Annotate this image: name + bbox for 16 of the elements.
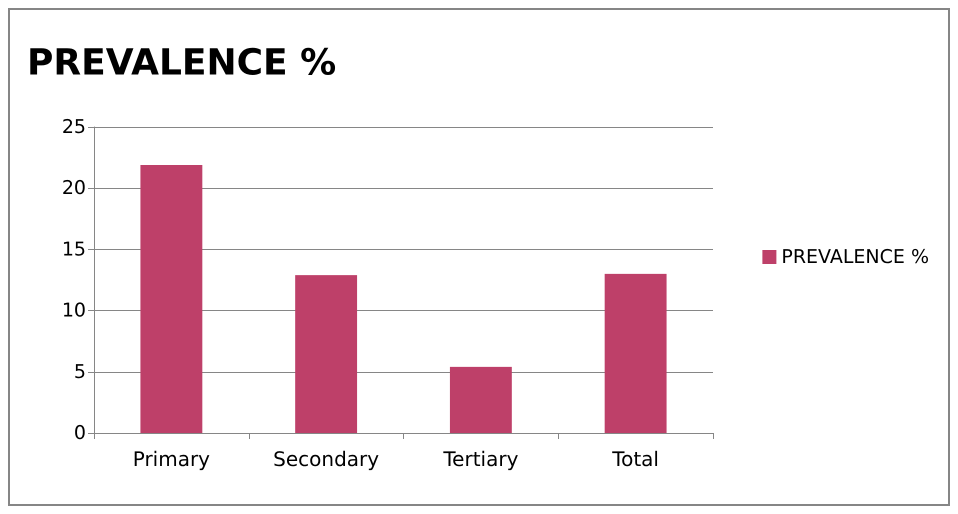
x-tick-label: Total [611, 447, 659, 471]
x-tick-label: Primary [132, 447, 210, 471]
x-tick-label: Tertiary [442, 447, 519, 471]
bar [140, 164, 202, 433]
legend-label: PREVALENCE % [781, 246, 930, 268]
bar [604, 274, 667, 433]
bar [295, 275, 358, 433]
y-tick-label: 25 [62, 116, 86, 138]
y-tick-label: 15 [62, 238, 86, 260]
chart-title: PREVALENCE % [27, 42, 336, 84]
y-tick-label: 20 [62, 177, 86, 200]
y-tick-label: 5 [74, 360, 86, 383]
y-tick-label: 0 [74, 422, 86, 444]
y-tick-label: 10 [62, 300, 86, 322]
x-tick-label: Secondary [273, 447, 380, 471]
bar [450, 366, 512, 433]
